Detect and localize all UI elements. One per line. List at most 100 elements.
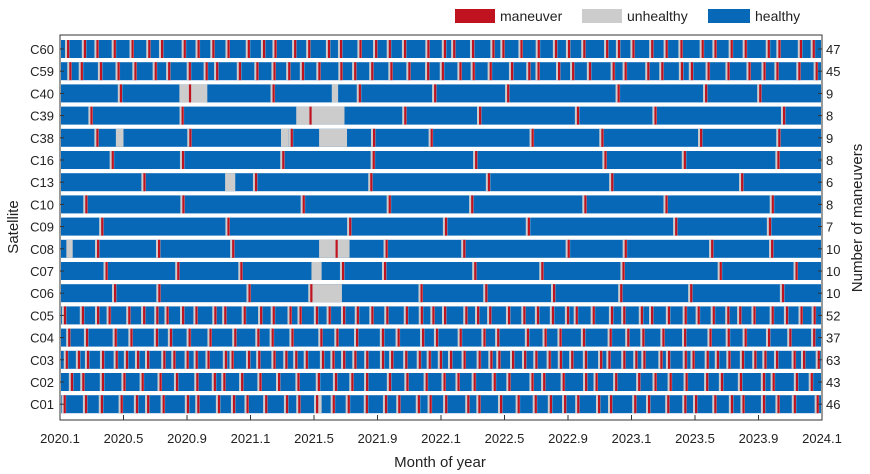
unhealthy-span: [311, 284, 342, 303]
maneuver-mark: [160, 40, 164, 58]
maneuver-mark: [195, 306, 198, 325]
maneuver-mark: [523, 306, 526, 325]
maneuver-mark: [425, 373, 428, 391]
maneuver-mark: [771, 239, 774, 258]
maneuver-mark: [754, 350, 757, 369]
healthy-bar: [61, 239, 821, 258]
maneuver-mark: [371, 62, 374, 81]
maneuver-mark: [730, 40, 733, 58]
healthy-bar: [61, 395, 821, 414]
maneuver-mark: [340, 62, 343, 81]
maneuver-mark: [595, 373, 598, 391]
maneuver-mark: [712, 306, 715, 325]
satellite-label: C05: [30, 308, 54, 323]
unhealthy-span: [311, 262, 322, 280]
maneuver-mark: [227, 40, 230, 58]
satellite-label: C06: [30, 286, 54, 301]
maneuver-mark: [759, 84, 762, 103]
maneuver-mark: [113, 40, 116, 58]
maneuver-mark: [97, 306, 100, 325]
satellite-row-c09: C09 7: [30, 217, 833, 236]
maneuver-mark: [640, 306, 643, 325]
maneuver-mark: [288, 62, 291, 81]
maneuver-mark: [181, 151, 185, 169]
maneuver-mark: [781, 284, 785, 303]
maneuver-mark: [793, 395, 796, 414]
maneuver-mark: [705, 84, 708, 103]
maneuver-mark: [260, 306, 263, 325]
healthy-bar: [61, 151, 821, 169]
maneuver-mark: [609, 328, 612, 347]
maneuver-mark: [297, 373, 300, 391]
maneuver-mark: [647, 395, 651, 414]
maneuver-mark: [531, 373, 534, 391]
maneuver-mark: [241, 373, 244, 391]
maneuver-mark: [572, 62, 575, 81]
satellite-label: C40: [30, 86, 54, 101]
maneuver-mark: [168, 62, 171, 81]
satellite-row-c13: C13 6: [30, 173, 833, 192]
maneuver-mark: [489, 62, 492, 81]
maneuver-mark: [559, 328, 562, 347]
maneuver-mark: [186, 395, 190, 414]
maneuver-mark: [224, 350, 228, 369]
maneuver-mark: [537, 62, 540, 81]
maneuver-mark: [273, 350, 276, 369]
maneuver-mark: [473, 373, 476, 391]
maneuver-mark: [493, 373, 496, 391]
maneuver-mark: [684, 350, 687, 369]
satellite-label: C16: [30, 153, 54, 168]
maneuver-mark: [125, 350, 129, 369]
maneuver-mark: [371, 306, 374, 325]
maneuver-mark: [610, 306, 614, 325]
healthy-bar: [61, 328, 821, 347]
satellite-row-c01: C01 46: [30, 395, 840, 414]
maneuver-mark: [328, 306, 331, 325]
maneuver-mark: [295, 350, 298, 369]
maneuver-mark: [795, 262, 798, 280]
satellite-label: C08: [30, 242, 54, 257]
unhealthy-span: [225, 173, 236, 192]
satellite-row-c08: C08 10: [30, 239, 840, 258]
maneuver-mark: [308, 40, 311, 58]
maneuver-mark: [420, 306, 423, 325]
maneuver-mark: [86, 350, 90, 369]
healthy-bar: [61, 195, 821, 214]
maneuver-mark: [660, 350, 663, 369]
maneuver-mark: [157, 239, 161, 258]
maneuver-mark: [762, 373, 766, 391]
maneuver-mark: [265, 395, 268, 414]
maneuver-mark: [627, 328, 630, 347]
maneuver-mark: [177, 262, 180, 280]
maneuver-count-label: 45: [826, 64, 840, 79]
maneuver-mark: [97, 239, 100, 258]
maneuver-mark: [680, 62, 684, 81]
maneuver-mark: [224, 306, 227, 325]
maneuver-mark: [384, 395, 388, 414]
maneuver-mark: [478, 350, 481, 369]
maneuver-mark: [390, 62, 393, 81]
maneuver-count-label: 8: [826, 153, 833, 168]
maneuver-mark: [775, 350, 779, 369]
maneuver-mark: [356, 306, 359, 325]
maneuver-mark: [388, 373, 392, 391]
maneuver-mark: [600, 350, 603, 369]
maneuver-mark: [309, 106, 312, 125]
maneuver-mark: [662, 328, 665, 347]
unhealthy-span: [319, 128, 348, 147]
maneuver-mark: [815, 62, 818, 81]
maneuver-mark: [334, 373, 338, 391]
maneuver-mark: [739, 306, 742, 325]
maneuver-mark: [620, 284, 623, 303]
maneuver-mark: [141, 373, 144, 391]
maneuver-mark: [388, 195, 391, 214]
maneuver-count-label: 10: [826, 264, 840, 279]
maneuver-mark: [82, 373, 85, 391]
maneuver-mark: [291, 328, 294, 347]
maneuver-mark: [147, 395, 150, 414]
maneuver-mark: [720, 373, 724, 391]
maneuver-mark: [366, 350, 369, 369]
maneuver-mark: [205, 62, 208, 81]
maneuver-count-label: 52: [826, 308, 840, 323]
maneuver-mark: [567, 40, 571, 58]
